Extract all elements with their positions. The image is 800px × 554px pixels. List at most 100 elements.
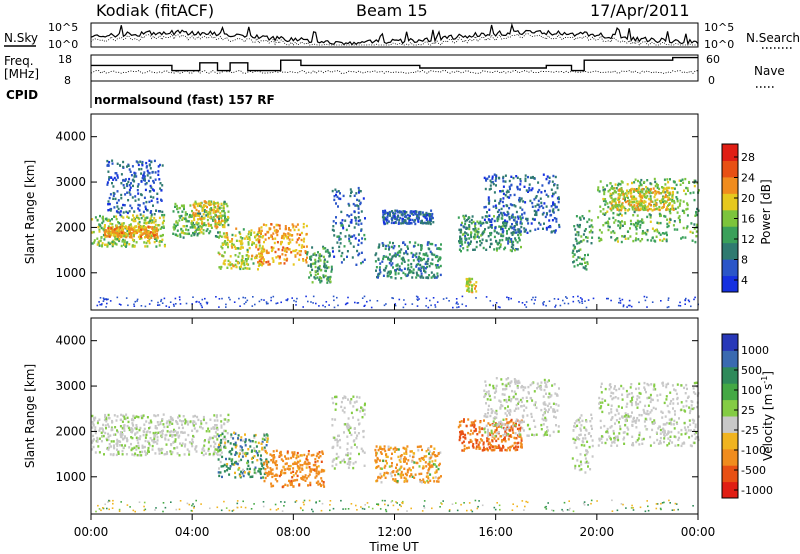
velocity-cell xyxy=(520,439,523,442)
velocity-cell xyxy=(240,458,243,462)
power-cell xyxy=(410,251,413,255)
power-cell xyxy=(411,276,414,279)
velocity-cell xyxy=(321,452,324,455)
power-cell xyxy=(258,240,261,243)
velocity-cell xyxy=(380,475,383,478)
power-cell xyxy=(128,184,131,187)
velocity-cell xyxy=(195,445,198,448)
power-cell xyxy=(628,199,631,202)
velocity-cell xyxy=(178,419,181,422)
power-cell xyxy=(668,186,671,190)
power-cell xyxy=(545,304,547,307)
velocity-cell xyxy=(318,471,321,475)
power-cell xyxy=(479,239,481,243)
velocity-cell xyxy=(383,445,386,448)
power-cell xyxy=(506,189,509,192)
power-cell xyxy=(646,215,649,219)
velocity-cell xyxy=(188,453,191,456)
power-cell xyxy=(285,250,288,253)
velocity-cell xyxy=(226,432,229,435)
power-cell xyxy=(196,203,199,206)
power-cell xyxy=(126,184,129,188)
power-cell xyxy=(627,230,630,233)
velocity-cell xyxy=(238,466,241,470)
power-cell xyxy=(485,179,488,182)
velocity-cell xyxy=(340,400,343,404)
velocity-cell xyxy=(132,414,135,418)
power-cell xyxy=(98,244,101,247)
power-cell xyxy=(519,183,522,186)
power-cell xyxy=(91,231,94,234)
power-cell xyxy=(133,171,136,175)
velocity-cell xyxy=(336,441,339,444)
power-cell xyxy=(128,168,131,171)
velocity-cell xyxy=(216,453,219,456)
power-cell xyxy=(534,205,537,208)
velocity-cell xyxy=(423,455,426,458)
power-cell xyxy=(434,306,437,308)
power-cell xyxy=(261,256,264,259)
velocity-cell xyxy=(165,452,168,456)
power-cell xyxy=(182,236,185,239)
power-cell xyxy=(606,210,609,213)
power-cell xyxy=(613,231,616,235)
velocity-cell xyxy=(399,454,402,458)
power-cell xyxy=(264,238,267,241)
velocity-cell xyxy=(300,454,303,457)
power-cell xyxy=(475,297,477,299)
power-cell xyxy=(410,222,413,225)
velocity-cell xyxy=(224,446,227,449)
power-cell xyxy=(394,209,397,212)
power-cell xyxy=(296,252,299,255)
power-cell xyxy=(416,273,419,276)
power-cell xyxy=(489,233,492,237)
power-cell xyxy=(405,250,407,253)
velocity-cell xyxy=(181,423,183,426)
power-cell xyxy=(538,205,541,209)
power-cell xyxy=(220,216,223,220)
power-cell xyxy=(157,170,160,173)
power-cell xyxy=(402,221,404,225)
velocity-cell xyxy=(183,445,186,448)
velocity-cell xyxy=(199,425,202,429)
power-cell xyxy=(154,178,157,181)
velocity-cell xyxy=(170,443,173,446)
velocity-cell xyxy=(436,454,439,457)
power-cell xyxy=(226,218,229,222)
power-cell xyxy=(219,221,222,224)
power-cell xyxy=(558,197,560,201)
power-cell xyxy=(257,231,260,234)
velocity-cell xyxy=(204,439,206,442)
power-cell xyxy=(612,199,615,203)
velocity-cell xyxy=(285,457,288,460)
power-cell xyxy=(586,236,589,239)
power-cell xyxy=(227,223,230,227)
velocity-cell xyxy=(207,427,210,430)
power-cell xyxy=(683,211,686,215)
power-cell xyxy=(98,230,101,233)
velocity-cell xyxy=(244,454,247,458)
power-cell xyxy=(590,229,593,232)
power-cell xyxy=(647,205,650,208)
power-cell xyxy=(238,266,241,269)
power-cell xyxy=(112,233,115,236)
power-cell xyxy=(147,179,150,183)
power-cell xyxy=(105,298,108,301)
velocity-cell xyxy=(377,448,380,452)
power-cell xyxy=(635,237,637,240)
velocity-cell xyxy=(116,444,119,448)
power-cell xyxy=(501,200,504,204)
velocity-cell xyxy=(148,444,151,447)
power-cell xyxy=(142,174,145,177)
velocity-cell xyxy=(436,480,438,483)
velocity-cell xyxy=(234,441,237,444)
power-cell xyxy=(640,199,643,203)
power-cell xyxy=(116,174,119,177)
power-cell xyxy=(363,258,366,261)
velocity-cell xyxy=(212,426,215,429)
velocity-cell xyxy=(241,449,244,452)
power-cell xyxy=(679,220,681,224)
power-cell xyxy=(490,181,493,184)
power-cell xyxy=(489,220,492,223)
velocity-cell xyxy=(196,415,199,419)
